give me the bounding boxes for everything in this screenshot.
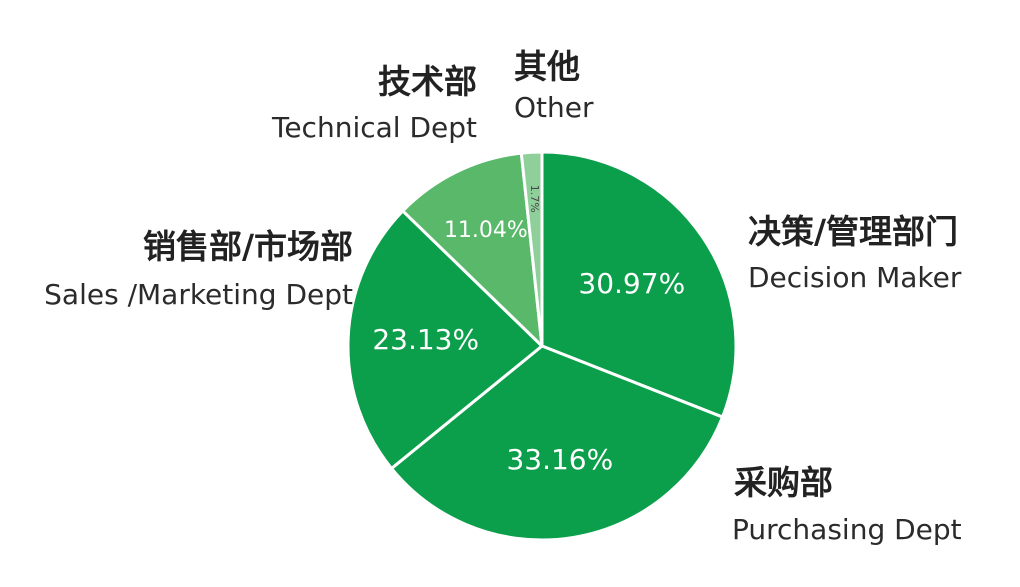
category-label-zh-sales: 销售部/市场部	[143, 227, 353, 266]
category-label-zh-decision: 决策/管理部门	[748, 212, 958, 251]
slices-layer	[346, 150, 738, 542]
category-label-en-technical: Technical Dept	[271, 111, 477, 144]
category-label-zh-technical: 技术部	[378, 62, 477, 101]
slice-value-label-0: 30.97%	[578, 267, 685, 300]
labels-layer: 30.97% 33.16% 23.13% 11.04%1.7%	[372, 185, 685, 476]
slice-value-label-2: 23.13%	[372, 323, 479, 356]
slice-value-label-1: 33.16%	[506, 443, 613, 476]
category-label-en-other: Other	[514, 91, 594, 124]
category-label-en-purchasing: Purchasing Dept	[732, 513, 962, 546]
pie-slice-2	[346, 209, 544, 470]
category-label-en-sales: Sales /Marketing Dept	[44, 278, 353, 311]
pie-slice-4	[519, 150, 544, 348]
pie-slice-0	[540, 150, 738, 419]
category-label-en-decision: Decision Maker	[748, 261, 962, 294]
slice-value-label-4: 1.7%	[528, 185, 541, 213]
pie-slice-3	[401, 151, 544, 348]
slice-value-label-3: 11.04%	[444, 218, 528, 243]
category-label-zh-other: 其他	[514, 47, 580, 86]
pie-slice-1	[390, 344, 725, 542]
category-label-zh-purchasing: 采购部	[734, 463, 833, 502]
